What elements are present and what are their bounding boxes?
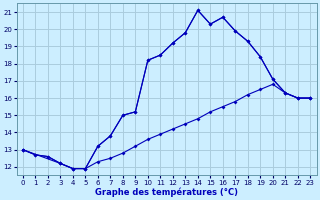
X-axis label: Graphe des températures (°C): Graphe des températures (°C) <box>95 187 238 197</box>
